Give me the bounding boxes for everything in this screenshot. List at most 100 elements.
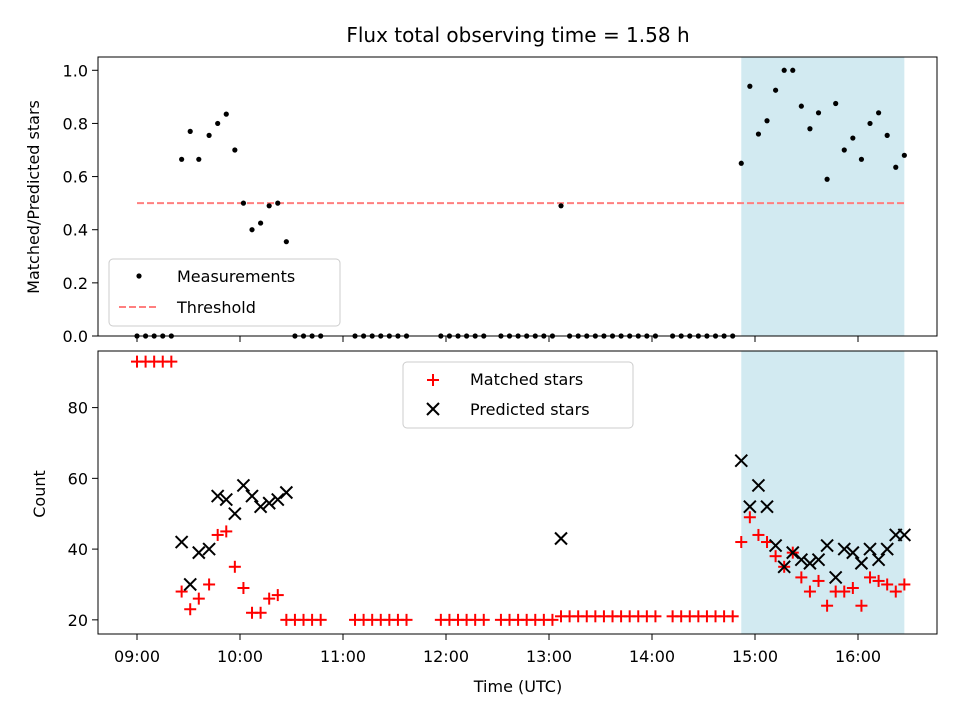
count-legend: Matched stars Predicted stars [402,361,634,429]
measurement-point [824,176,830,182]
matched-star-point [881,578,894,591]
x-tick-label: 15:00 [732,647,778,666]
x-tick-label: 11:00 [320,647,366,666]
measurement-point [833,100,839,107]
measurement-point [893,164,899,170]
count-y-label: Count [30,470,49,518]
predicted-star-point [751,478,766,493]
measurement-point [223,111,229,117]
ratio-y-axis: 0.0 0.2 0.4 0.6 0.8 1.0 [63,61,98,346]
x-tick-label: 13:00 [526,647,572,666]
observing-span-bottom [741,351,905,634]
predicted-star-point [760,499,774,514]
measurement-point [773,87,779,93]
x-tick-label: 14:00 [629,647,675,666]
predicted-star-point [786,545,800,560]
legend-matched-label: Matched stars [470,370,583,389]
measurement-point [283,239,289,245]
measurement-point [798,103,804,109]
matched-star-point [165,355,178,368]
x-tick-label: 12:00 [423,647,469,666]
matched-star-point [271,589,284,602]
matched-star-point [237,582,250,595]
measurement-point [901,152,907,158]
matched-star-point [184,603,197,616]
predicted-star-point [837,542,851,556]
measurement-point [841,147,847,153]
measurement-point [781,67,787,73]
ratio-legend-box [108,258,341,327]
predicted-star-point [734,453,748,468]
legend-matched-marker [427,374,439,386]
predicted-star-point [245,489,259,503]
x-tick-label: 10:00 [217,647,263,666]
measurement-point [275,200,281,206]
matched-star-point [314,613,327,626]
matched-star-point [872,574,885,587]
matched-star-point [752,528,765,541]
x-axis-label: Time (UTC) [473,677,562,696]
predicted-star-point [228,507,242,521]
count-y-axis: 20 40 60 80 [68,399,98,630]
ratio-legend: Measurements Threshold [108,258,341,327]
matched-star-point [726,610,739,623]
predicted-star-point [262,496,276,510]
predicted-star-point [554,531,568,546]
predicted-star-point [794,553,809,567]
ratio-x-ticks [136,336,859,342]
measurement-point [215,120,221,127]
measurement-point [179,156,185,162]
matched-star-point [735,536,748,549]
predicted-star-point [253,499,268,514]
predicted-star-point [820,538,834,553]
measurement-point [196,156,202,162]
matched-star-point [889,585,902,598]
measurement-point [747,83,753,89]
y-tick-label: 20 [68,611,88,630]
y-tick-label: 0.4 [63,221,88,240]
matched-star-point [254,606,267,619]
measurement-point [815,110,822,116]
measurement-point [867,120,873,127]
chart-title: Flux total observing time = 1.58 h [346,23,689,47]
matched-star-point [846,582,859,595]
legend-measurements-label: Measurements [177,267,295,286]
measurement-point [206,132,212,138]
y-tick-label: 0.8 [63,114,88,133]
matched-star-point [263,592,276,605]
predicted-star-point [174,535,189,549]
predicted-star-point [811,553,826,567]
y-tick-label: 0.0 [63,327,88,346]
x-tick-label: 09:00 [114,647,160,666]
predicted-star-point [192,545,206,560]
matched-star-point [477,613,490,626]
matched-star-point [546,613,559,626]
matched-star-point [220,525,233,538]
measurement-point [858,156,865,162]
y-tick-label: 0.6 [63,168,88,187]
count-panel: 20 40 60 80 09:00 10:00 11:00 12:00 13:00 14:00 1… [30,350,938,696]
matched-star-point [864,571,877,584]
predicted-star-point [880,542,894,556]
ratio-plot-frame [97,56,938,337]
measurement-point [807,126,813,132]
matched-star-point [203,578,216,591]
predicted-star-point [279,485,294,500]
predicted-star-point [219,492,233,507]
matched-star-point [795,571,808,584]
measurement-point [876,110,882,116]
matched-star-point [838,585,851,598]
x-tick-label: 16:00 [835,647,881,666]
predicted-star-point [803,556,817,570]
ratio-panel: 0.0 0.2 0.4 0.6 0.8 1.0 Matched/Predicted sta… [24,56,938,346]
measurement-point [240,200,247,206]
measurement-point [850,135,856,141]
matched-star-point [228,560,241,573]
count-plot-frame [97,350,938,635]
ratio-y-label: Matched/Predicted stars [24,100,43,294]
measurement-point [266,203,272,209]
matched-star-point [211,528,224,541]
predicted-star-point [871,553,886,567]
measurement-point [249,227,255,233]
measurement-point [764,118,770,124]
